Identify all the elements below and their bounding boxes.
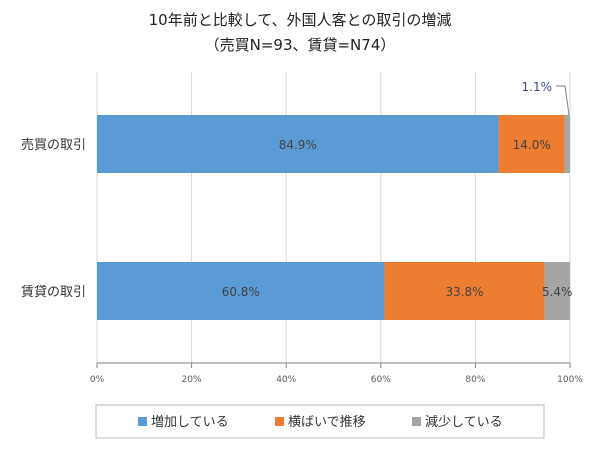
- legend-swatch: [138, 417, 147, 426]
- data-label: 60.8%: [222, 285, 260, 299]
- bar-segment: [544, 262, 570, 320]
- bar-segment: [498, 115, 565, 173]
- legend-label: 減少している: [425, 414, 503, 430]
- x-tick-label: 0%: [90, 375, 105, 385]
- data-label: 84.9%: [279, 138, 317, 152]
- x-tick-label: 80%: [465, 375, 485, 385]
- legend-box: [95, 404, 545, 439]
- data-label: 5.4%: [542, 285, 573, 299]
- x-tick-label: 20%: [182, 375, 202, 385]
- leader-line: [556, 85, 570, 116]
- data-label: 33.8%: [445, 285, 483, 299]
- legend-swatch: [412, 417, 421, 426]
- x-tick-label: 40%: [276, 375, 296, 385]
- category-label: 売買の取引: [21, 137, 86, 153]
- category-label: 賃貸の取引: [21, 284, 86, 300]
- data-label: 14.0%: [513, 138, 551, 152]
- legend-label: 横ばいで推移: [288, 415, 366, 430]
- bar-segment: [97, 262, 385, 320]
- legend-swatch: [275, 417, 284, 426]
- x-tick-label: 60%: [371, 375, 391, 385]
- chart-title: 10年前と比較して、外国人客との取引の増減: [149, 11, 452, 29]
- legend-label: 増加している: [151, 415, 229, 430]
- bar-segment: [384, 262, 545, 320]
- bar-segment: [564, 115, 570, 173]
- x-tick-label: 100%: [557, 375, 583, 385]
- chart-subtitle: （売買N=93、賃貸=N74）: [205, 36, 396, 54]
- bar-segment: [97, 115, 499, 173]
- data-label: 1.1%: [522, 80, 553, 94]
